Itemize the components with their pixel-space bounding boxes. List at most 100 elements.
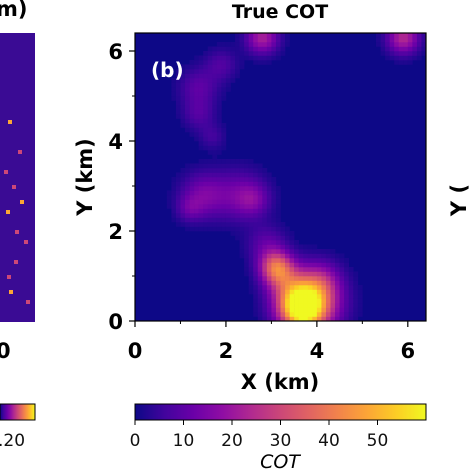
heatmap-cell — [257, 60, 263, 65]
heatmap-cell — [185, 123, 190, 128]
heatmap-cell — [262, 42, 268, 47]
heatmap-cell — [344, 262, 350, 268]
heatmap-cell — [216, 199, 222, 205]
colorbar-tick-label: 10 — [173, 431, 195, 451]
heatmap-cell — [348, 280, 354, 286]
heatmap-cell — [212, 186, 218, 191]
heatmap-cell — [175, 177, 181, 182]
heatmap-cell — [248, 42, 254, 47]
heatmap-cell — [230, 69, 236, 74]
heatmap-cell — [216, 127, 222, 133]
heatmap-cell — [225, 82, 231, 88]
heatmap-cell — [271, 177, 277, 182]
heatmap-cell — [248, 289, 254, 295]
heatmap-cell — [180, 64, 186, 70]
heatmap-cell — [248, 258, 254, 263]
heatmap-cell — [216, 96, 222, 101]
heatmap-cell — [335, 267, 340, 272]
heatmap-cell — [248, 231, 254, 236]
heatmap-cell — [166, 199, 172, 205]
heatmap-cell — [389, 46, 395, 52]
heatmap-cell — [189, 168, 195, 173]
heatmap-cell — [194, 199, 199, 205]
heatmap-cell — [230, 195, 236, 200]
heatmap-cell — [294, 253, 299, 259]
colorbar-tick-label: 20 — [221, 431, 243, 451]
heatmap-cell — [266, 303, 272, 308]
heatmap-cell — [189, 60, 195, 65]
heatmap-cell — [289, 280, 295, 286]
heatmap-cell — [407, 33, 413, 38]
heatmap-cell — [239, 37, 245, 43]
heatmap-cell — [257, 217, 263, 223]
heatmap-cell — [235, 172, 240, 178]
heatmap-cell — [189, 217, 195, 223]
heatmap-cell — [289, 258, 295, 263]
heatmap-cell — [248, 285, 254, 290]
heatmap-cell — [203, 73, 209, 79]
heatmap-cell — [175, 172, 181, 178]
heatmap-cell — [207, 163, 213, 169]
heatmap-cell — [407, 51, 413, 56]
heatmap-cell — [416, 51, 422, 56]
heatmap-cell — [380, 37, 386, 43]
heatmap-cell — [357, 285, 363, 290]
heatmap-cell — [303, 312, 309, 317]
heatmap-cell — [194, 213, 199, 218]
heatmap-cell — [198, 141, 204, 146]
heatmap-cell — [189, 87, 195, 92]
heatmap-cell — [339, 312, 345, 317]
heatmap-cell — [385, 51, 390, 56]
heatmap-cell — [380, 42, 386, 47]
heatmap-cell — [207, 217, 213, 223]
heatmap-cell — [325, 258, 331, 263]
heatmap-cell — [398, 51, 404, 56]
heatmap-cell — [275, 262, 281, 268]
heatmap-cell — [280, 289, 286, 295]
heatmap-cell — [262, 177, 268, 182]
heatmap-cell — [335, 289, 340, 295]
heatmap-cell — [266, 244, 272, 250]
left-x-tick-fragment: 0 — [0, 339, 11, 363]
heatmap-cell — [212, 199, 218, 205]
heatmap-cell — [344, 289, 350, 295]
heatmap-cell — [239, 249, 245, 254]
heatmap-cell — [189, 190, 195, 196]
heatmap-cell — [189, 222, 195, 227]
heatmap-cell — [339, 271, 345, 277]
heatmap-cell — [203, 204, 209, 209]
heatmap-cell — [221, 46, 227, 52]
heatmap-cell — [230, 168, 236, 173]
heatmap-cell — [335, 258, 340, 263]
heatmap-cell — [189, 96, 195, 101]
heatmap-cell — [239, 60, 245, 65]
heatmap-cell — [203, 118, 209, 124]
heatmap-cell — [212, 114, 218, 119]
heatmap-cell — [257, 213, 263, 218]
heatmap-cell — [235, 226, 240, 232]
heatmap-cell — [175, 181, 181, 187]
heatmap-cell — [289, 240, 295, 245]
heatmap-cell — [235, 186, 240, 191]
heatmap-cell — [325, 276, 331, 281]
heatmap-cell — [248, 181, 254, 187]
heatmap-cell — [216, 105, 222, 110]
heatmap-cell — [175, 105, 181, 110]
heatmap-cell — [244, 168, 249, 173]
heatmap-cell — [212, 109, 218, 115]
heatmap-cell — [253, 60, 259, 65]
heatmap-cell — [189, 109, 195, 115]
heatmap-cell — [253, 289, 259, 295]
heatmap-cell — [203, 78, 209, 83]
heatmap-cell — [262, 271, 268, 277]
heatmap-cell — [230, 159, 236, 164]
heatmap-cell — [216, 78, 222, 83]
heatmap-cell — [212, 60, 218, 65]
heatmap-cell — [207, 199, 213, 205]
heatmap-cell — [285, 226, 290, 232]
heatmap-cell — [321, 267, 327, 272]
heatmap-cell — [353, 303, 359, 308]
heatmap-cell — [198, 105, 204, 110]
heatmap-cell — [185, 96, 190, 101]
heatmap-cell — [244, 199, 249, 205]
